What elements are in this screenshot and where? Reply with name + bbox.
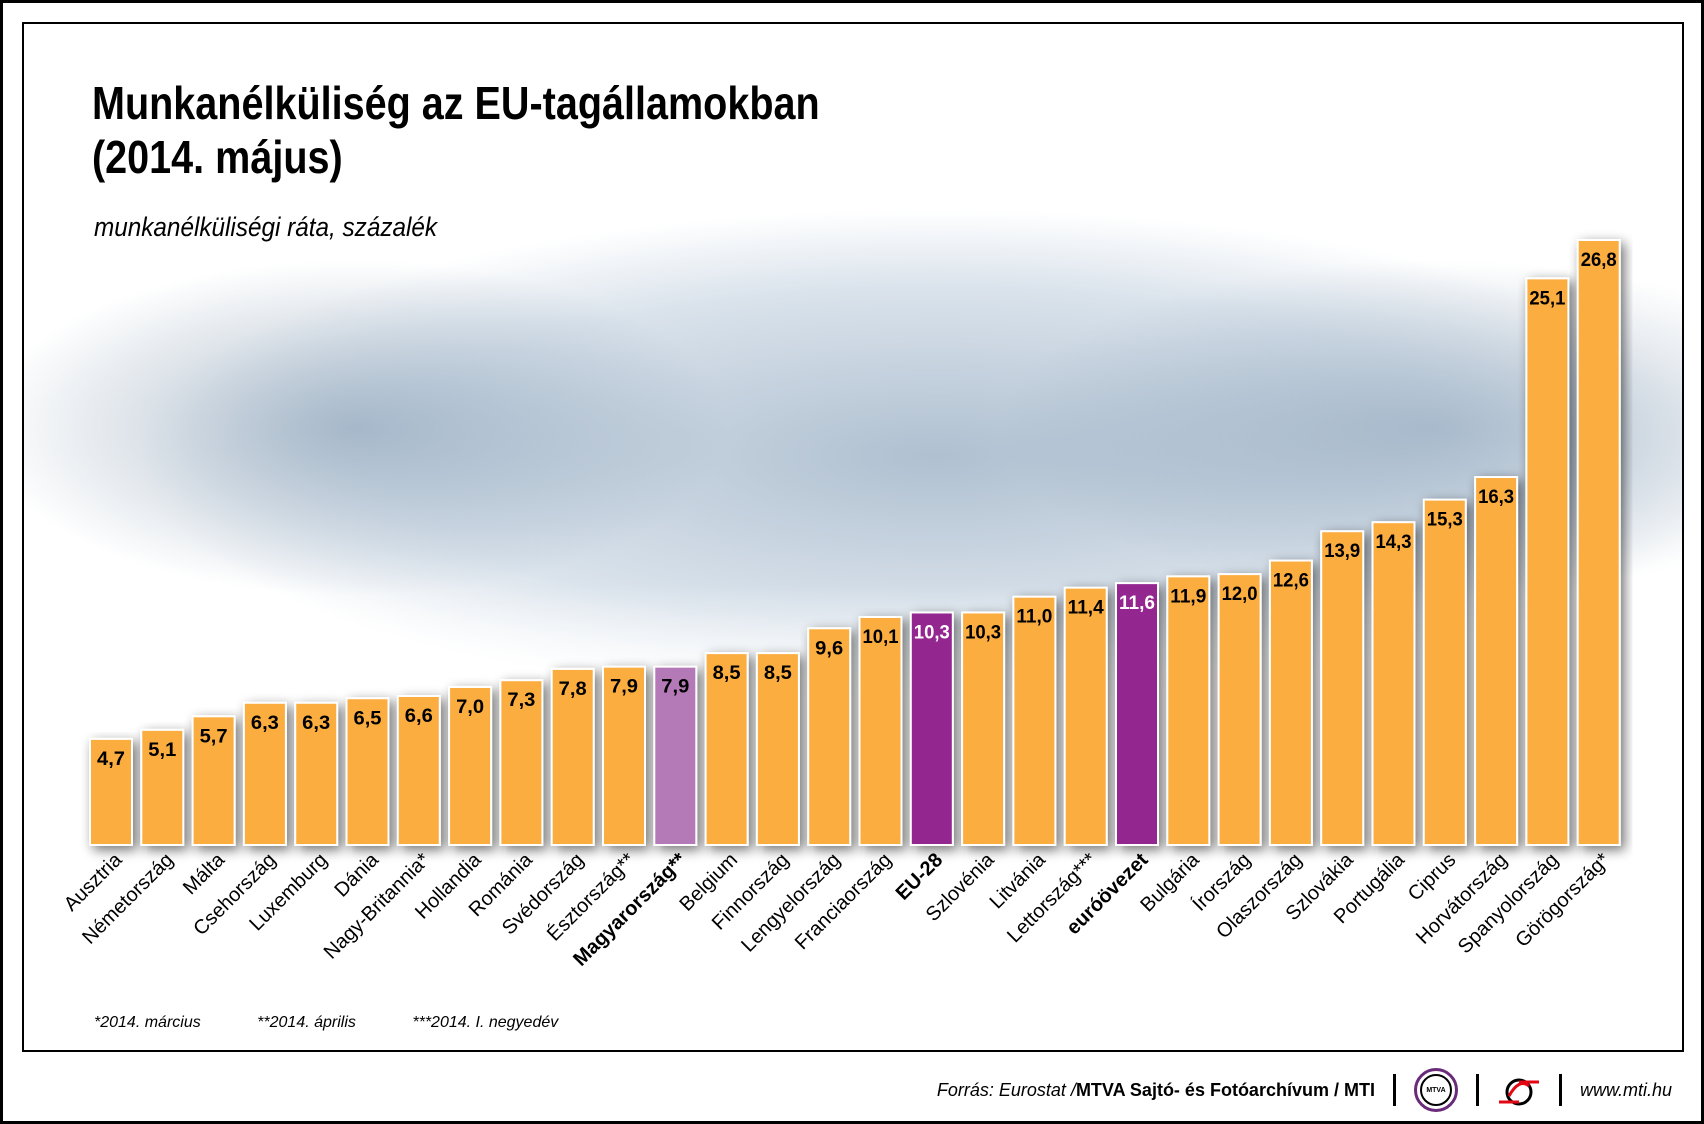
bar-value-label: 7,9 bbox=[661, 677, 689, 698]
title-line-2: (2014. május) bbox=[92, 131, 343, 183]
bar bbox=[1320, 530, 1365, 847]
bar bbox=[909, 611, 954, 846]
source-bold: MTVA Sajtó- és Fotóarchívum / MTI bbox=[1075, 1079, 1375, 1100]
category-label: Németország bbox=[78, 849, 178, 949]
bar bbox=[602, 665, 646, 847]
bar bbox=[1422, 498, 1467, 846]
bar bbox=[89, 737, 133, 846]
title-line-1: Munkanélküliség az EU-tagállamokban bbox=[92, 77, 820, 129]
bar-value-label: 7,3 bbox=[507, 690, 535, 711]
bar bbox=[1166, 575, 1211, 846]
footer-separator bbox=[1558, 1074, 1562, 1106]
bar bbox=[242, 701, 287, 846]
mtva-logo-text: MTVA bbox=[1419, 1074, 1452, 1106]
bar bbox=[396, 695, 441, 846]
bar bbox=[1371, 521, 1416, 847]
bar bbox=[550, 667, 595, 846]
bar bbox=[140, 728, 185, 846]
footer-separator bbox=[1392, 1074, 1396, 1106]
bar-value-label: 4,7 bbox=[97, 749, 125, 770]
bar bbox=[1474, 476, 1519, 846]
footnote-1: *2014. március bbox=[94, 1014, 201, 1031]
mtva-logo-icon: MTVA bbox=[1413, 1068, 1458, 1112]
bar bbox=[499, 679, 544, 846]
source-prefix: Forrás: Eurostat / bbox=[936, 1079, 1076, 1100]
bar-value-label: 9,6 bbox=[815, 638, 843, 659]
bar bbox=[1012, 595, 1057, 846]
bar bbox=[1525, 277, 1570, 846]
bar-value-label: 26,8 bbox=[1581, 250, 1617, 271]
category-label: Észtország** bbox=[542, 848, 639, 945]
bar-value-label: 25,1 bbox=[1529, 288, 1565, 309]
bar bbox=[1576, 239, 1621, 846]
chart-title: Munkanélküliség az EU-tagállamokban (201… bbox=[92, 76, 820, 184]
footer: Forrás: Eurostat / MTVA Sajtó- és Fotóar… bbox=[936, 1068, 1672, 1112]
bar bbox=[191, 715, 236, 847]
bars-group: 4,7 5,1 5,7 6,3 6,3 6,5 6,6 7,0 7,3 7,8 7,9 7,9 8,5 8… bbox=[89, 239, 1621, 847]
bar-value-label: 11,9 bbox=[1170, 586, 1206, 607]
bar bbox=[755, 652, 800, 846]
bar-value-label: 6,5 bbox=[354, 708, 382, 729]
bar-value-label: 5,7 bbox=[200, 726, 228, 747]
footnote-2: **2014. április bbox=[257, 1014, 356, 1031]
bar-value-label: 5,1 bbox=[148, 740, 176, 761]
bar-value-label: 11,4 bbox=[1068, 598, 1104, 619]
bar-value-label: 15,3 bbox=[1427, 510, 1463, 531]
bar-value-label: 7,8 bbox=[559, 679, 587, 700]
bar-value-label: 8,5 bbox=[764, 663, 792, 684]
footnote-3: ***2014. I. negyedév bbox=[412, 1014, 559, 1031]
bar-value-label: 12,0 bbox=[1222, 584, 1258, 605]
bar bbox=[345, 697, 390, 847]
bar-value-label: 10,1 bbox=[863, 627, 899, 648]
bar-value-label: 11,6 bbox=[1119, 593, 1155, 614]
footnotes: *2014. március **2014. április ***2014. … bbox=[94, 1014, 610, 1032]
bar-value-label: 16,3 bbox=[1478, 487, 1514, 508]
bar bbox=[448, 685, 493, 846]
bar bbox=[1268, 559, 1313, 846]
bar-value-label: 13,9 bbox=[1324, 541, 1360, 562]
bar bbox=[704, 652, 749, 846]
bar-value-label: 11,0 bbox=[1016, 607, 1052, 628]
mti-logo-icon bbox=[1497, 1072, 1541, 1108]
bar bbox=[653, 665, 698, 847]
bar bbox=[1115, 582, 1159, 846]
bar-value-label: 12,6 bbox=[1273, 571, 1309, 592]
chart-subtitle: munkanélküliségi ráta, százalék bbox=[94, 212, 438, 242]
bar bbox=[807, 627, 852, 846]
bar bbox=[1217, 573, 1262, 846]
bar-value-label: 7,9 bbox=[610, 677, 638, 698]
bar-value-label: 10,3 bbox=[914, 622, 950, 643]
bar bbox=[1063, 586, 1108, 846]
footer-separator bbox=[1475, 1074, 1479, 1106]
bar-value-label: 7,0 bbox=[456, 697, 484, 718]
bar-value-label: 6,6 bbox=[405, 706, 433, 727]
bar-value-label: 10,3 bbox=[965, 622, 1001, 643]
bar bbox=[961, 611, 1006, 846]
bar-value-label: 6,3 bbox=[251, 713, 279, 734]
website-link[interactable]: www.mti.hu bbox=[1579, 1079, 1672, 1100]
bar bbox=[294, 701, 339, 846]
bar-value-label: 8,5 bbox=[713, 663, 741, 684]
bar bbox=[858, 615, 903, 847]
bar-value-label: 6,3 bbox=[302, 713, 330, 734]
bar-value-label: 14,3 bbox=[1376, 532, 1412, 553]
